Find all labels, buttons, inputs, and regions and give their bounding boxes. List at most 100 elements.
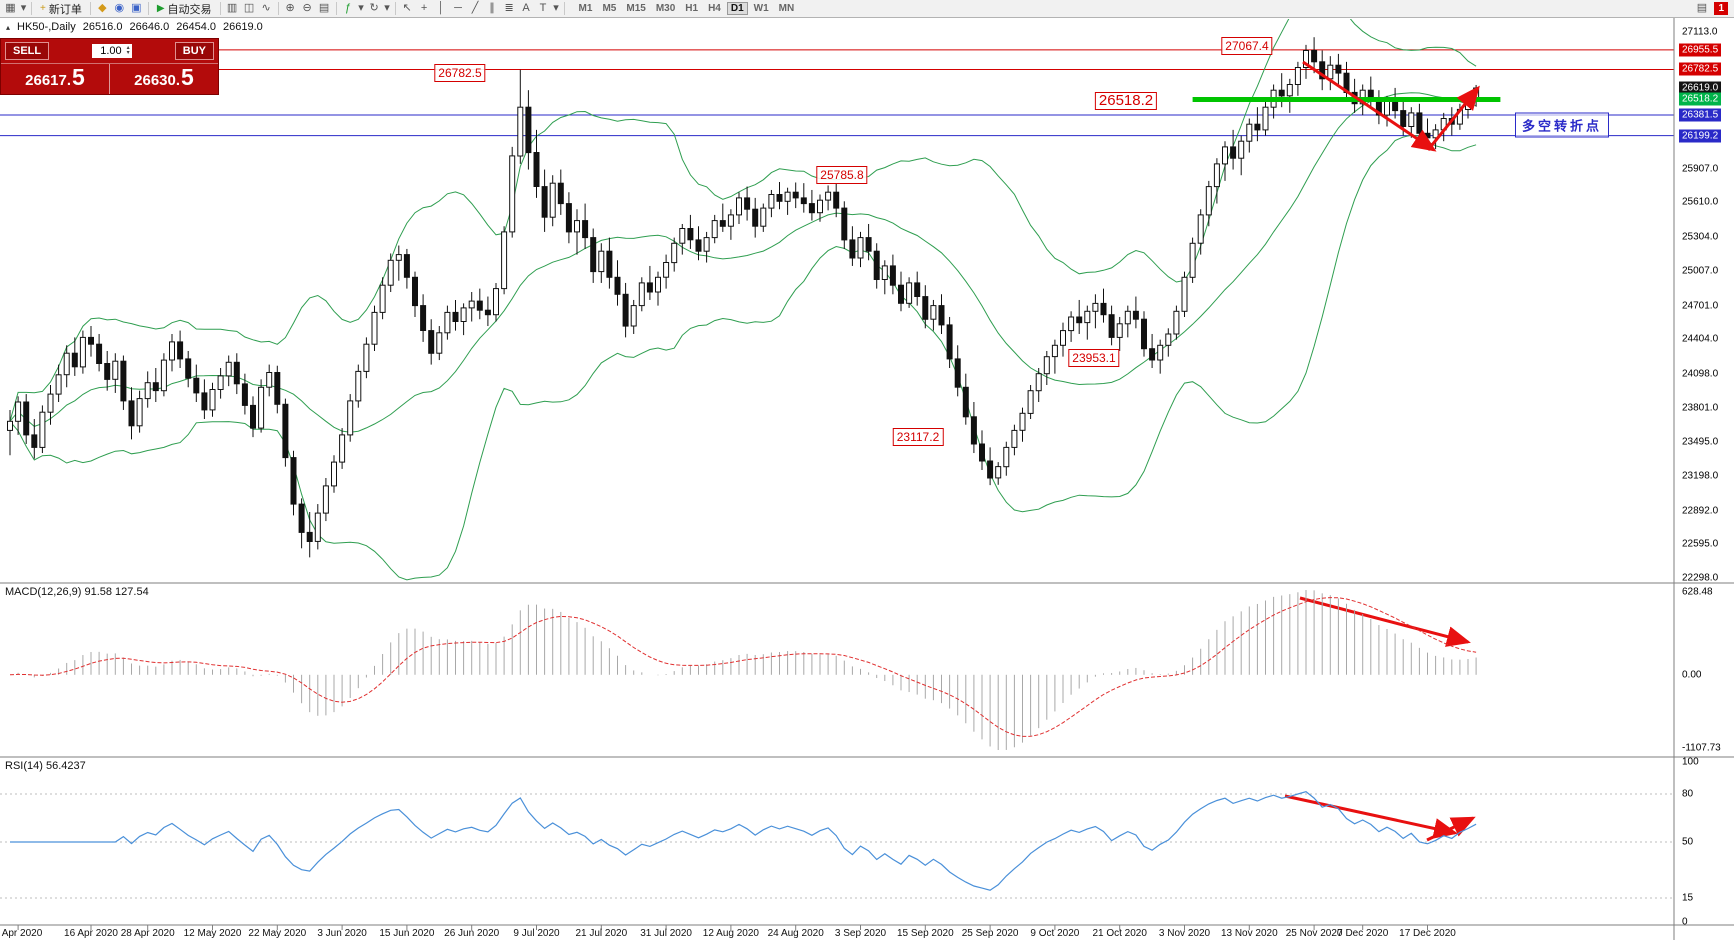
rsi-scale-label: 80	[1682, 788, 1694, 800]
candle	[144, 382, 151, 400]
window-list-icon[interactable]: ▤	[1696, 2, 1708, 14]
trend-arrow-object[interactable]	[1426, 85, 1480, 151]
trendline-icon[interactable]: ╱	[471, 2, 479, 14]
candle	[225, 361, 232, 377]
horizontal-line-icon[interactable]: ─	[454, 2, 462, 14]
timeframe-m15-button[interactable]: M15	[626, 3, 646, 14]
new-order-button[interactable]: + 新订单	[35, 1, 87, 16]
price-label-object[interactable]: 23953.1	[1068, 349, 1120, 367]
price-label-object[interactable]: 23117.2	[892, 428, 944, 446]
candle	[736, 197, 742, 216]
profiles-dropdown-icon[interactable]: ▾	[20, 2, 27, 14]
candle	[833, 191, 840, 209]
cursor-icon[interactable]: ↖	[402, 2, 412, 14]
candle	[412, 276, 418, 307]
candle	[1278, 89, 1285, 97]
zoom-in-icon[interactable]: ⊕	[285, 2, 295, 14]
candle	[776, 194, 783, 202]
annotations-layer[interactable]	[1192, 60, 1501, 842]
buy-price[interactable]: 26630. 5	[110, 64, 218, 94]
candle	[938, 305, 945, 326]
trend-arrow-object[interactable]	[1302, 60, 1437, 152]
alert-badge[interactable]: 1	[1714, 2, 1728, 15]
trend-arrow-object[interactable]	[1426, 816, 1476, 842]
channel-icon[interactable]: ∥	[489, 2, 495, 14]
candle	[881, 265, 888, 280]
price-scale-label: 22595.0	[1682, 538, 1719, 550]
candle	[655, 276, 661, 293]
crosshair-icon[interactable]: +	[420, 2, 428, 14]
periods-dropdown-icon[interactable]: ▾	[384, 2, 390, 14]
timeframe-m5-button[interactable]: M5	[602, 3, 617, 14]
price-label-object[interactable]: 27067.4	[1221, 37, 1273, 55]
hline-objects-layer[interactable]	[0, 49, 1674, 137]
candle	[590, 237, 597, 273]
candle	[1197, 214, 1204, 244]
date-axis-label: 17 Dec 2020	[1399, 928, 1456, 939]
trend-arrow-object[interactable]	[1299, 596, 1471, 647]
price-label-object[interactable]: 25785.8	[816, 166, 868, 184]
line-chart-mode-icon[interactable]: ∿	[261, 2, 271, 14]
label-icon[interactable]: T	[539, 2, 547, 14]
candlestick-mode-icon[interactable]: ◫	[243, 2, 255, 14]
timeframe-mn-button[interactable]: MN	[778, 3, 795, 14]
candle	[152, 382, 159, 392]
text-icon[interactable]: A	[522, 2, 530, 14]
candle	[727, 214, 734, 227]
buy-button[interactable]: BUY	[174, 42, 214, 60]
timeframe-m30-button[interactable]: M30	[655, 3, 676, 14]
candle	[452, 311, 459, 322]
candle	[800, 197, 807, 205]
market-watch-icon[interactable]: ◆	[98, 2, 107, 14]
zoom-out-icon[interactable]: ⊖	[302, 2, 312, 14]
candle	[849, 239, 856, 259]
chart-info-line: ▴ HK50-,Daily 26516.0 26646.0 26454.0 26…	[6, 21, 263, 33]
indicators-dropdown-icon[interactable]: ▾	[358, 2, 364, 14]
date-axis-label: 28 Apr 2020	[120, 928, 175, 939]
date-axis-label: 3 Nov 2020	[1158, 928, 1211, 939]
price-scale-label: 26518.2	[1679, 92, 1722, 106]
note-label-object[interactable]: 多空转折点	[1514, 112, 1610, 138]
price-label-object[interactable]: 26782.5	[434, 64, 486, 82]
candle	[598, 250, 605, 273]
indicators-icon[interactable]: ƒ	[344, 2, 352, 14]
candle	[193, 377, 200, 394]
candle	[136, 398, 143, 427]
navigator-icon[interactable]: ◉	[114, 2, 125, 14]
timeframe-m1-button[interactable]: M1	[578, 3, 593, 14]
rsi-scale-label: 15	[1682, 892, 1694, 904]
date-axis-label: 7 Dec 2020	[1337, 928, 1389, 939]
price-label-object[interactable]: 26518.2	[1094, 92, 1158, 110]
candle	[347, 400, 354, 436]
volume-up-icon[interactable]: ▴	[126, 45, 130, 51]
date-axis-label: 12 May 2020	[183, 928, 242, 939]
terminal-icon[interactable]: ▣	[131, 2, 142, 14]
sell-button[interactable]: SELL	[5, 42, 50, 60]
sell-price[interactable]: 26617. 5	[1, 64, 109, 94]
candle	[1335, 64, 1342, 74]
fibonacci-icon[interactable]: ≣	[504, 2, 514, 14]
periods-icon[interactable]: ↻	[369, 2, 379, 14]
ohlc-bars-mode-icon[interactable]: ▥	[226, 2, 238, 14]
autotrading-button[interactable]: ▶ 自动交易	[152, 1, 217, 16]
new-chart-icon[interactable]: ▦	[5, 2, 16, 14]
candle	[1011, 429, 1018, 448]
shapes-dropdown-icon[interactable]: ▾	[553, 2, 559, 14]
tile-windows-icon[interactable]: ▤	[318, 2, 330, 14]
vertical-line-icon[interactable]: │	[437, 2, 445, 14]
trend-arrow-object[interactable]	[1284, 794, 1458, 839]
macd-pane-layer	[9, 590, 1477, 750]
volume-down-icon[interactable]: ▾	[126, 50, 130, 56]
timeframe-d1-button[interactable]: D1	[726, 2, 748, 15]
candle	[1238, 140, 1245, 159]
candle	[873, 250, 880, 280]
candle	[574, 220, 580, 233]
candle	[1311, 50, 1318, 63]
timeframe-h1-button[interactable]: H1	[685, 3, 699, 14]
timeframe-h4-button[interactable]: H4	[708, 3, 721, 14]
date-axis-label: 24 Aug 2020	[767, 928, 824, 939]
candle	[719, 220, 726, 227]
timeframe-w1-button[interactable]: W1	[753, 3, 769, 14]
volume-field[interactable]: 1.00 ▴ ▾	[92, 44, 132, 58]
volume-value[interactable]: 1.00	[100, 45, 122, 57]
